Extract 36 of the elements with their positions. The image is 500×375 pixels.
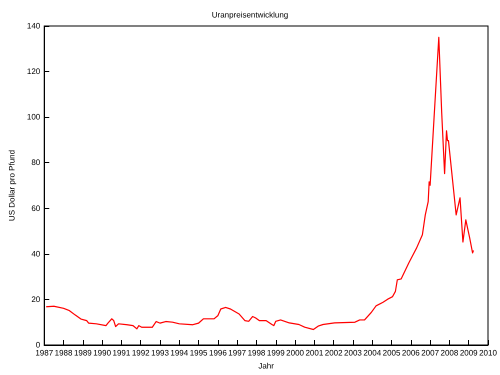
x-tick-label: 1997 [228,348,247,358]
chart-title: Uranpreisentwicklung [212,10,288,20]
line-series [46,36,474,330]
x-tick-label: 2008 [440,348,459,358]
x-tick-label: 1989 [74,348,92,358]
y-tick-label: 120 [26,67,41,76]
x-tick-label: 2002 [324,348,344,358]
x-axis-title: Jahr [258,362,274,370]
y-tick-label: 60 [31,204,41,213]
x-tick-label: 1990 [93,348,112,358]
x-tick-label: 1993 [151,348,170,358]
x-tick-label: 1992 [132,348,150,358]
x-tick-label: 1996 [208,348,228,358]
x-tick-label: 1987 [35,348,54,358]
x-tick-label: 2006 [402,348,420,358]
x-tick-label: 2003 [344,348,362,358]
y-tick-label: 140 [26,22,41,30]
x-tick-label: 2007 [421,348,440,358]
y-tick-label: 40 [31,249,41,258]
x-tick-label: 1994 [170,348,189,358]
x-tick-label: 2010 [479,348,498,358]
y-tick-label: 0 [36,340,41,350]
y-tick-label: 20 [31,294,41,304]
y-tick-label: 80 [31,158,41,168]
x-tick-label: 2004 [363,348,382,358]
x-tick-label: 1998 [248,348,266,358]
x-tick-label: 2009 [460,348,478,358]
y-axis-title: US Dollar pro Pfund [8,150,16,222]
y-tick-label: 100 [26,112,41,122]
x-tick-label: 2005 [382,348,401,358]
x-tick-label: 2001 [305,348,324,358]
x-tick-label: 1999 [266,348,286,358]
x-tick-label: 1995 [190,348,208,358]
x-tick-label: 1991 [112,348,131,358]
x-tick-label: 1988 [54,348,73,358]
x-tick-label: 2000 [286,348,305,358]
